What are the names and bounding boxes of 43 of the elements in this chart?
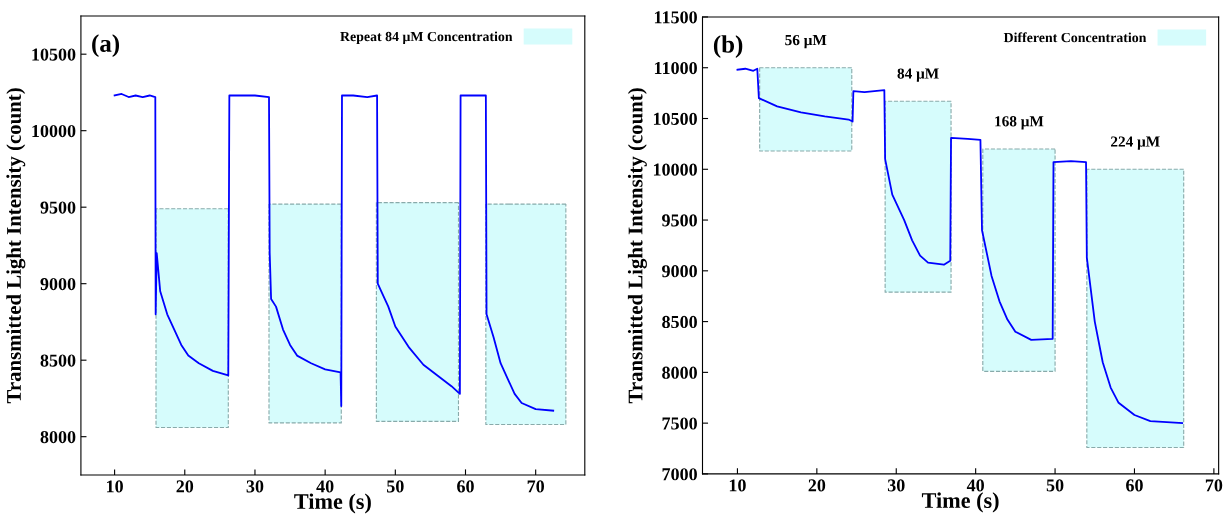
x-tick-label: 20 <box>808 479 826 492</box>
y-tick-label: 8000 <box>662 366 697 379</box>
x-tick-label: 30 <box>887 479 905 492</box>
x-tick-label: 70 <box>527 480 545 493</box>
y-tick-label: 10500 <box>653 112 697 125</box>
y-tick-label: 8000 <box>40 430 76 444</box>
line-series <box>113 93 555 412</box>
x-tick-label: 60 <box>457 480 474 493</box>
y-tick-label: 9500 <box>662 214 697 227</box>
x-tick-label: 60 <box>1126 479 1143 492</box>
y-tick-label: 11000 <box>654 61 697 75</box>
y-tick-label: 10500 <box>32 48 76 61</box>
y-tick-label: 8500 <box>662 315 697 329</box>
annotation: 224 μM <box>1111 136 1160 150</box>
annotation: 168 μM <box>995 116 1044 130</box>
y-tick-label: 7500 <box>662 417 697 430</box>
x-axis-title: Time (s) <box>921 492 999 513</box>
annotation: 84 μM <box>897 68 939 82</box>
x-axis-title: Time (s) <box>294 493 371 514</box>
y-tick-label: 9000 <box>662 265 697 278</box>
x-tick-label: 10 <box>729 479 746 492</box>
annotation: 56 μM <box>785 34 827 49</box>
x-tick-label: 70 <box>1205 479 1223 492</box>
x-tick-label: 30 <box>246 480 264 493</box>
y-tick-label: 10000 <box>32 124 76 138</box>
x-tick-label: 20 <box>176 480 194 493</box>
y-tick-label: 11500 <box>654 11 697 24</box>
legend-label: Repeat 84 μM Concentration <box>340 31 513 45</box>
y-tick-label: 9500 <box>40 201 76 214</box>
x-tick-label: 50 <box>1046 479 1064 492</box>
y-tick-label: 7000 <box>662 468 697 481</box>
y-tick-label: 10000 <box>653 163 697 176</box>
y-tick-label: 8500 <box>40 354 76 367</box>
x-tick-label: 10 <box>107 480 123 493</box>
annotation: (a) <box>92 34 120 57</box>
annotation: (b) <box>713 35 743 58</box>
y-tick-label: 9000 <box>40 277 76 291</box>
x-tick-label: 40 <box>966 479 984 492</box>
x-tick-label: 40 <box>316 480 334 493</box>
y-axis-title: Transmitted Light Intensity (count) <box>627 88 647 404</box>
legend-label: Different Concentration <box>1003 32 1147 43</box>
x-tick-label: 50 <box>387 480 404 493</box>
y-axis-title: Transmitted Light Intensity (count) <box>6 88 26 404</box>
